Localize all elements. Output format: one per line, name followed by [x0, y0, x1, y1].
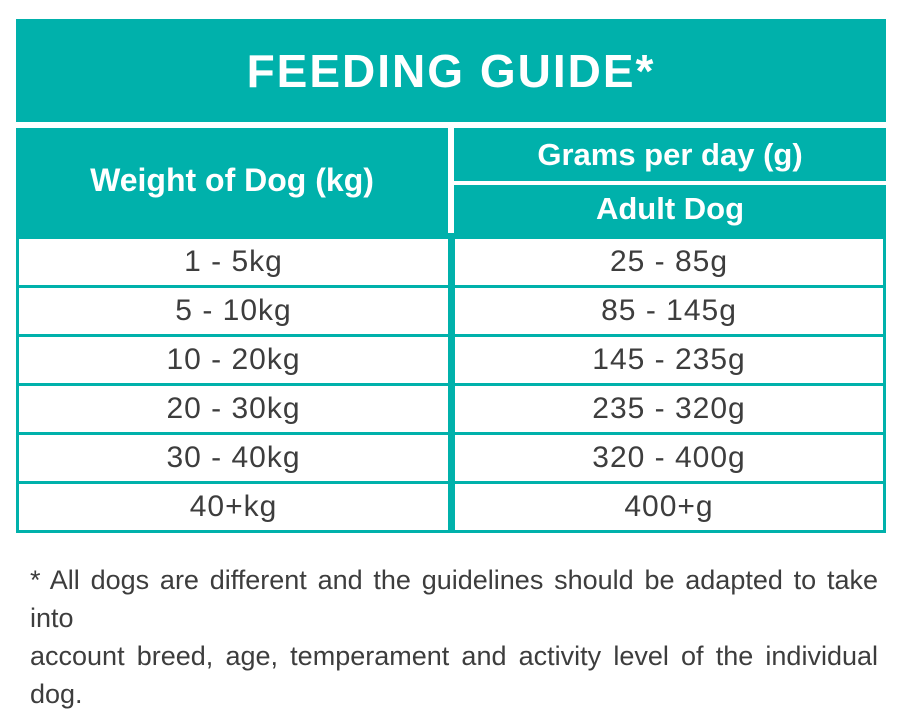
footnote-line: account breed, age, temperament and acti…	[30, 641, 878, 709]
weight-cell: 40+kg	[189, 490, 278, 523]
weight-cell: 20 - 30kg	[166, 392, 301, 425]
adult-dog-header: Adult Dog	[454, 185, 886, 233]
table-row: 10 - 20kg 145 - 235g	[19, 334, 883, 383]
adult-dog-header-label: Adult Dog	[595, 191, 745, 226]
grams-cell: 235 - 320g	[592, 392, 746, 425]
column-divider	[448, 239, 455, 285]
table-row: 5 - 10kg 85 - 145g	[19, 285, 883, 334]
table-row: 40+kg 400+g	[19, 481, 883, 530]
grams-per-day-header-label: Grams per day (g)	[537, 136, 803, 172]
grams-cell: 85 - 145g	[601, 294, 737, 327]
grams-cell: 320 - 400g	[592, 441, 746, 474]
column-divider	[448, 288, 455, 334]
table-row: 30 - 40kg 320 - 400g	[19, 432, 883, 481]
header-row-gap	[454, 181, 886, 185]
weight-cell: 1 - 5kg	[184, 245, 283, 278]
weight-cell: 10 - 20kg	[166, 343, 301, 376]
feeding-table: 1 - 5kg 25 - 85g 5 - 10kg 85 - 145g 10 -…	[16, 233, 886, 533]
column-divider	[448, 386, 455, 432]
grams-header-group: Grams per day (g) Adult Dog	[454, 128, 886, 233]
table-row: 20 - 30kg 235 - 320g	[19, 383, 883, 432]
feeding-guide-title-banner: FEEDING GUIDE*	[16, 19, 886, 122]
table-row: 1 - 5kg 25 - 85g	[19, 236, 883, 285]
grams-cell: 145 - 235g	[592, 343, 746, 376]
weight-column-header-label: Weight of Dog (kg)	[90, 162, 374, 198]
table-header-row: Weight of Dog (kg) Grams per day (g) Adu…	[16, 128, 886, 233]
column-divider	[448, 484, 455, 530]
header-column-gap	[448, 128, 454, 233]
grams-per-day-header: Grams per day (g)	[454, 128, 886, 181]
footnote-line: * All dogs are different and the guideli…	[30, 565, 878, 633]
column-divider	[448, 435, 455, 481]
weight-cell: 5 - 10kg	[175, 294, 292, 327]
feeding-guide-title: FEEDING GUIDE*	[246, 44, 656, 97]
grams-cell: 400+g	[624, 490, 714, 523]
weight-cell: 30 - 40kg	[166, 441, 301, 474]
column-divider	[448, 337, 455, 383]
footnote: * All dogs are different and the guideli…	[30, 561, 878, 716]
grams-cell: 25 - 85g	[609, 245, 729, 278]
weight-column-header: Weight of Dog (kg)	[16, 128, 448, 233]
